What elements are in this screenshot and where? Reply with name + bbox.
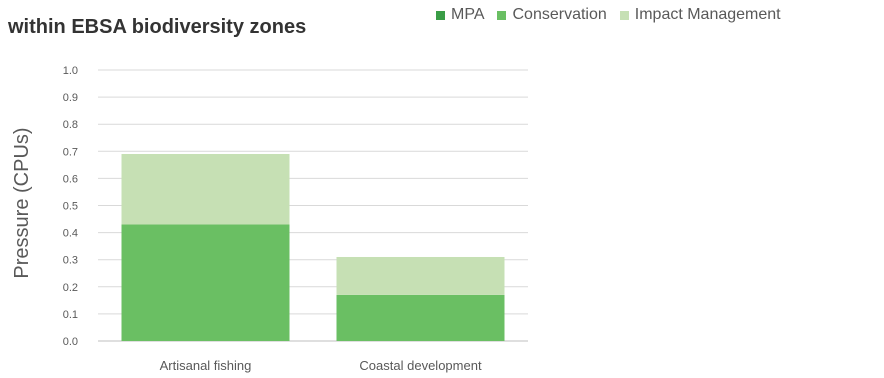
y-tick-label: 0.5: [63, 201, 78, 213]
y-tick-label: 0.9: [63, 92, 78, 104]
bar-impact-management-artisanal-fishing: [121, 154, 290, 225]
bar-conservation-coastal-development: [336, 294, 505, 341]
y-tick-label: 0.3: [63, 255, 78, 267]
y-tick-label: 0.6: [63, 173, 78, 185]
y-tick-labels: 0.0 0.1 0.2 0.3 0.4 0.5 0.6 0.7 0.8 0.9 1.0: [63, 65, 78, 348]
y-axis-label: Pressure (CPUs): [11, 127, 33, 278]
y-tick-label: 0.2: [63, 282, 78, 294]
y-tick-label: 0.1: [63, 309, 78, 321]
x-tick-labels: Artisanal fishing Coastal development: [160, 358, 482, 373]
x-tick-label: Coastal development: [359, 358, 482, 373]
y-tick-label: 0.8: [63, 119, 78, 131]
legend-item-conservation: Conservation: [497, 6, 607, 24]
legend-label-conservation: Conservation: [512, 6, 607, 23]
y-tick-label: 0.4: [63, 228, 78, 240]
x-tick-label: Artisanal fishing: [160, 358, 252, 373]
y-tick-label: 0.7: [63, 146, 78, 158]
bar-conservation-artisanal-fishing: [121, 224, 290, 341]
y-tick-label: 0.0: [63, 336, 78, 348]
y-tick-label: 1.0: [63, 65, 78, 77]
bars: [121, 154, 505, 341]
legend-swatch-conservation: [497, 10, 507, 20]
legend: MPA Conservation Impact Management: [436, 6, 794, 24]
legend-item-impact-management: Impact Management: [619, 6, 781, 24]
legend-item-mpa: MPA: [436, 6, 484, 24]
legend-label-impact-management: Impact Management: [634, 6, 781, 23]
chart-title: within EBSA biodiversity zones: [8, 16, 307, 38]
legend-label-mpa: MPA: [451, 6, 485, 23]
bar-impact-management-coastal-development: [336, 256, 505, 295]
legend-swatch-impact-management: [619, 10, 629, 20]
legend-swatch-mpa: [436, 10, 445, 20]
